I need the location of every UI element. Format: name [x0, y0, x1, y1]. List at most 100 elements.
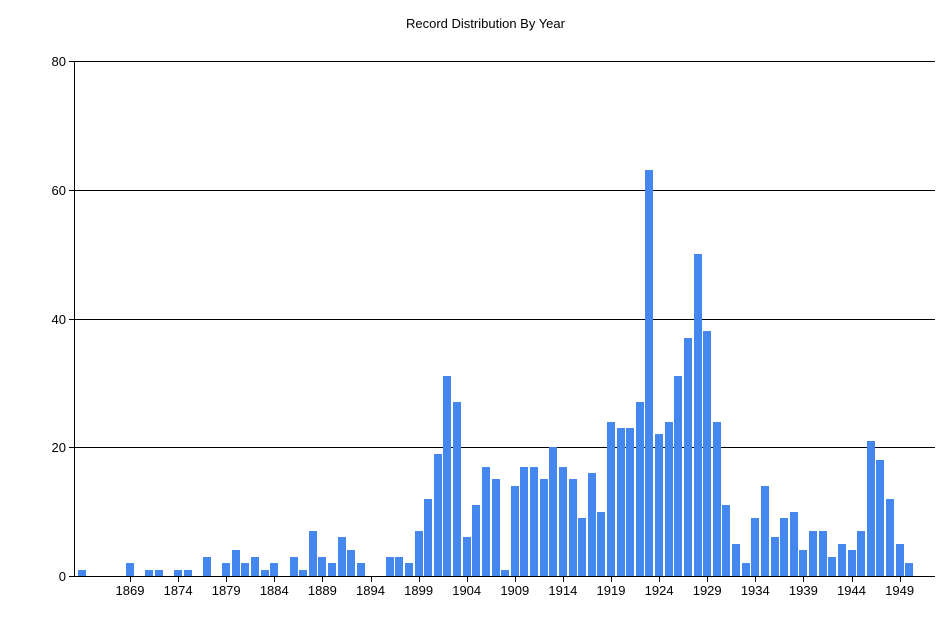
y-tick-40 — [69, 318, 74, 320]
bar-1949 — [895, 543, 904, 576]
bar-1936 — [770, 537, 779, 576]
gridline-80 — [74, 61, 935, 62]
bar-1908 — [501, 569, 510, 576]
bar-1905 — [472, 505, 481, 576]
x-axis-label-1944: 1944 — [837, 583, 866, 598]
gridline-40 — [74, 318, 935, 320]
x-tick-1904 — [466, 577, 468, 582]
bar-1874 — [174, 569, 183, 576]
bar-1932 — [732, 543, 741, 576]
y-axis-line — [74, 61, 75, 577]
bar-1915 — [568, 479, 577, 576]
bar-1920 — [616, 427, 625, 576]
bar-1923 — [645, 170, 654, 576]
bar-1901 — [433, 453, 442, 576]
y-axis-label-20: 20 — [51, 440, 66, 456]
bar-1888 — [308, 530, 317, 576]
x-tick-1924 — [659, 577, 661, 582]
bar-1892 — [347, 550, 356, 576]
bar-1864 — [77, 569, 86, 576]
x-tick-1894 — [370, 577, 372, 582]
gridline-20 — [74, 447, 935, 449]
bar-1950 — [905, 563, 914, 576]
y-axis-label-40: 40 — [51, 311, 66, 327]
x-tick-1874 — [178, 577, 180, 582]
bar-1943 — [837, 543, 846, 576]
bar-1924 — [655, 434, 664, 576]
x-axis-label-1934: 1934 — [740, 583, 770, 598]
bar-1918 — [597, 511, 606, 576]
x-axis-label-1874: 1874 — [163, 583, 193, 598]
bar-1886 — [289, 556, 298, 576]
bar-1896 — [385, 556, 394, 576]
bar-1899 — [414, 530, 423, 576]
bar-1947 — [876, 460, 885, 576]
bar-1875 — [183, 569, 192, 576]
bar-1944 — [847, 550, 856, 576]
bar-1891 — [337, 537, 346, 576]
x-axis-label-1919: 1919 — [596, 583, 626, 598]
bar-1916 — [578, 518, 587, 576]
bar-1872 — [154, 569, 163, 576]
x-axis-label-1949: 1949 — [885, 583, 915, 598]
x-tick-1884 — [274, 577, 276, 582]
x-tick-1914 — [562, 577, 564, 582]
bar-1933 — [741, 563, 750, 576]
bar-1935 — [760, 485, 769, 576]
bar-1906 — [481, 466, 490, 576]
bar-1884 — [270, 563, 279, 576]
x-axis-label-1924: 1924 — [644, 583, 674, 598]
y-tick-80 — [69, 61, 74, 62]
bar-1921 — [626, 427, 635, 576]
bar-1942 — [828, 556, 837, 576]
bar-1871 — [145, 569, 154, 576]
x-axis-label-1894: 1894 — [356, 583, 385, 598]
bar-1880 — [231, 550, 240, 576]
bar-1929 — [703, 331, 712, 576]
gridline-60 — [74, 189, 935, 191]
bar-1889 — [318, 556, 327, 576]
bar-1903 — [453, 402, 462, 576]
x-tick-1869 — [130, 577, 131, 582]
gridline-0 — [74, 576, 935, 577]
bar-1925 — [664, 421, 673, 576]
x-tick-1879 — [226, 577, 228, 582]
bar-1926 — [674, 376, 683, 576]
bar-1898 — [404, 563, 413, 576]
x-axis-label-1869: 1869 — [115, 583, 145, 598]
x-tick-1949 — [899, 577, 901, 582]
x-tick-1889 — [322, 577, 324, 582]
bar-1917 — [587, 473, 596, 576]
x-tick-1919 — [611, 577, 612, 582]
x-axis-label-1939: 1939 — [788, 583, 818, 598]
x-tick-1909 — [514, 577, 516, 582]
bar-1937 — [780, 518, 789, 576]
bar-1869 — [126, 563, 134, 576]
bar-1941 — [818, 530, 827, 576]
bar-1930 — [712, 421, 721, 576]
x-axis-label-1899: 1899 — [404, 583, 434, 598]
bar-1900 — [424, 498, 433, 576]
bar-1938 — [789, 511, 798, 576]
bar-1907 — [491, 479, 500, 576]
bar-1913 — [549, 447, 558, 576]
bar-1890 — [328, 563, 337, 576]
x-axis-label-1884: 1884 — [259, 583, 289, 598]
bar-1879 — [222, 563, 231, 576]
bar-1893 — [356, 563, 365, 576]
bar-1909 — [510, 485, 519, 576]
chart-title: Record Distribution By Year — [406, 16, 565, 31]
y-tick-60 — [69, 189, 74, 191]
bar-1948 — [885, 498, 894, 576]
x-axis-label-1904: 1904 — [452, 583, 482, 598]
x-tick-1899 — [418, 577, 420, 582]
x-axis-label-1889: 1889 — [307, 583, 337, 598]
bar-1897 — [395, 556, 404, 576]
x-axis-label-1914: 1914 — [548, 583, 578, 598]
bar-1927 — [683, 337, 692, 576]
x-tick-1934 — [755, 577, 757, 582]
bar-1940 — [809, 530, 818, 576]
x-tick-1929 — [707, 577, 709, 582]
bar-1928 — [693, 254, 702, 576]
